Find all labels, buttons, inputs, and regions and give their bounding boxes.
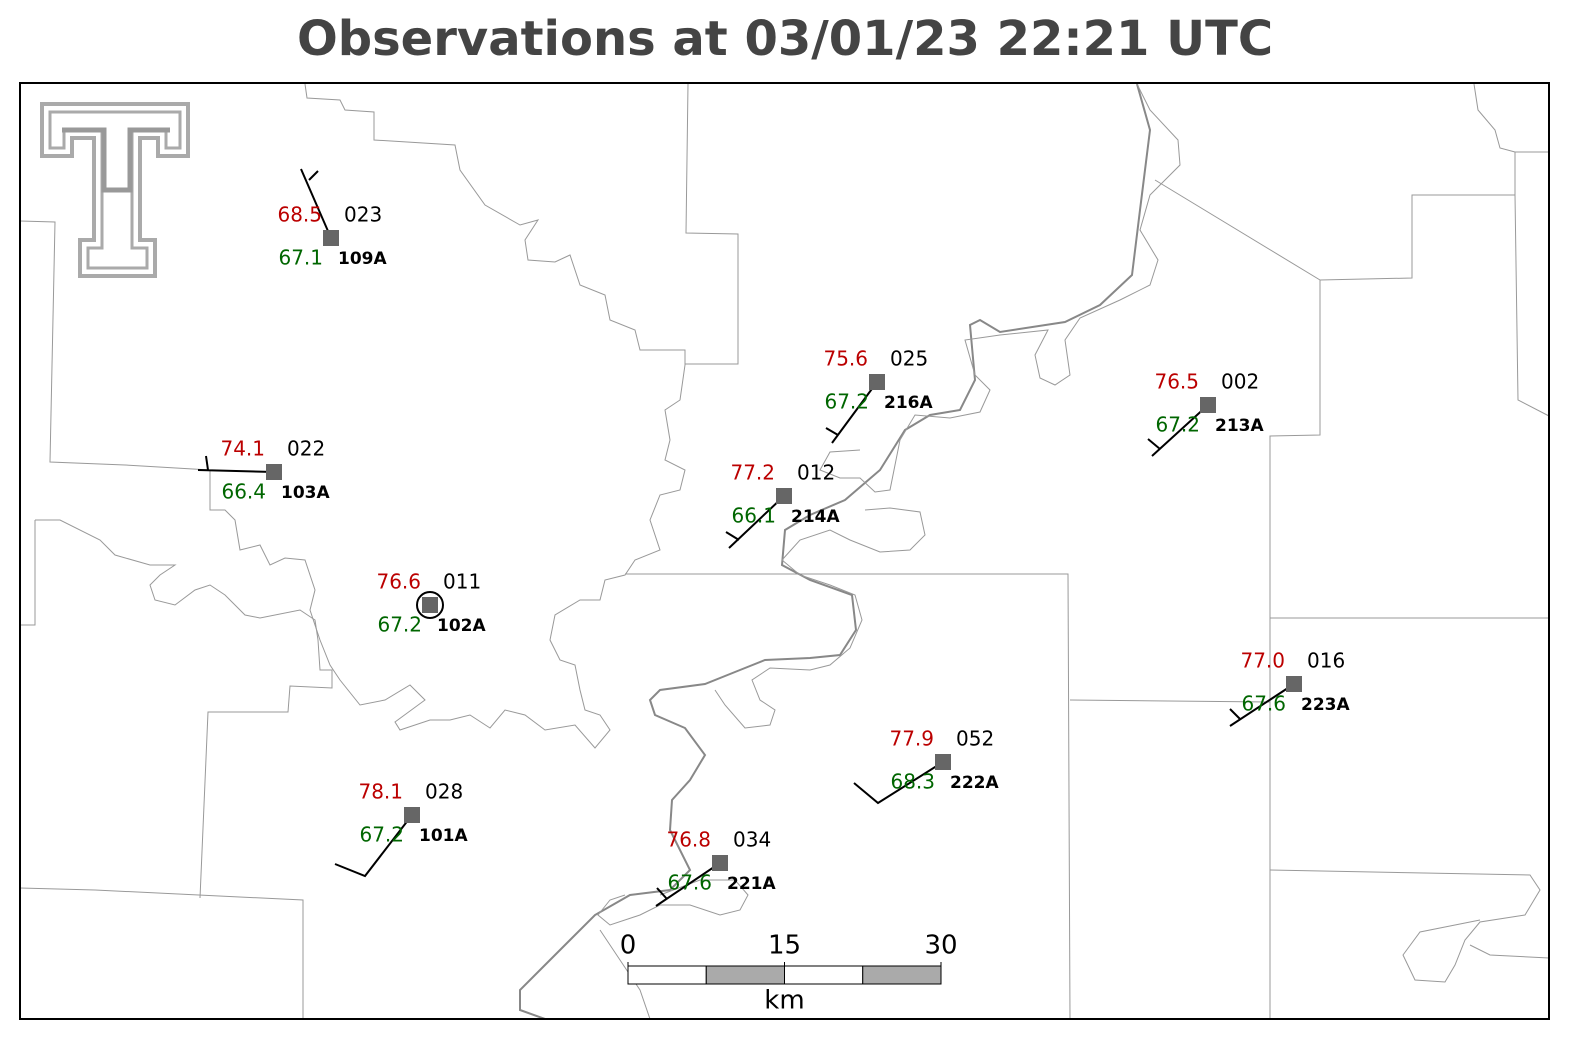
dewpoint: 67.2 bbox=[1155, 413, 1200, 437]
station-id: 102A bbox=[437, 616, 486, 636]
station-id: 222A bbox=[950, 773, 999, 793]
title: Observations at 03/01/23 22:21 UTC bbox=[297, 11, 1273, 67]
station: 74.1 022 66.4 103A bbox=[220, 437, 330, 504]
temperature: 74.1 bbox=[220, 437, 265, 461]
station: 76.8 034 67.6 221A bbox=[666, 828, 776, 895]
temperature: 76.6 bbox=[376, 570, 421, 594]
station-marker bbox=[869, 374, 885, 390]
dewpoint: 66.1 bbox=[731, 504, 776, 528]
temperature: 77.9 bbox=[889, 727, 934, 751]
pressure: 011 bbox=[443, 570, 481, 594]
station-id: 214A bbox=[791, 507, 840, 527]
pressure: 023 bbox=[344, 203, 382, 227]
dewpoint: 67.2 bbox=[824, 390, 869, 414]
dewpoint: 67.2 bbox=[377, 613, 422, 637]
station-id: 213A bbox=[1215, 416, 1264, 436]
station-id: 216A bbox=[884, 393, 933, 413]
scale-segment bbox=[784, 965, 864, 985]
scale-segment bbox=[627, 965, 707, 985]
pressure: 022 bbox=[287, 437, 325, 461]
dewpoint: 68.3 bbox=[890, 770, 935, 794]
station: 77.0 016 67.6 223A bbox=[1240, 649, 1350, 716]
scale-label: 15 bbox=[768, 931, 801, 961]
station: 68.5 023 67.1 109A bbox=[277, 203, 387, 270]
scale-unit: km bbox=[764, 986, 804, 1016]
scale-segment bbox=[705, 965, 785, 985]
scale-bar: 0 15 30 km bbox=[620, 931, 958, 1016]
station-id: 103A bbox=[281, 483, 330, 503]
logo bbox=[40, 102, 190, 278]
station-id: 223A bbox=[1301, 695, 1350, 715]
station-marker bbox=[776, 488, 792, 504]
map-frame bbox=[19, 82, 1550, 1020]
station: 77.2 012 66.1 214A bbox=[730, 461, 840, 528]
station-marker bbox=[935, 754, 951, 770]
pressure: 025 bbox=[890, 347, 928, 371]
station-id: 101A bbox=[419, 826, 468, 846]
temperature: 76.8 bbox=[666, 828, 711, 852]
dewpoint: 67.1 bbox=[278, 246, 323, 270]
scale-label: 0 bbox=[620, 931, 637, 961]
station-marker bbox=[712, 855, 728, 871]
station-marker bbox=[323, 230, 339, 246]
station-marker bbox=[422, 597, 438, 613]
station: 77.9 052 68.3 222A bbox=[889, 727, 999, 794]
station-id: 221A bbox=[727, 874, 776, 894]
scale-segment bbox=[862, 965, 942, 985]
station: 75.6 025 67.2 216A bbox=[823, 347, 933, 414]
pressure: 028 bbox=[425, 780, 463, 804]
temperature: 77.2 bbox=[730, 461, 775, 485]
temperature: 78.1 bbox=[358, 780, 403, 804]
pressure: 034 bbox=[733, 828, 771, 852]
pressure: 052 bbox=[956, 727, 994, 751]
pressure: 002 bbox=[1221, 370, 1259, 394]
temperature: 76.5 bbox=[1154, 370, 1199, 394]
station-marker bbox=[1200, 397, 1216, 413]
station: 76.5 002 67.2 213A bbox=[1154, 370, 1264, 437]
dewpoint: 67.2 bbox=[359, 823, 404, 847]
station: 76.6 011 67.2 102A bbox=[376, 570, 486, 637]
wind-barbs bbox=[197, 168, 1295, 907]
station-id: 109A bbox=[338, 249, 387, 269]
pressure: 012 bbox=[797, 461, 835, 485]
dewpoint: 67.6 bbox=[667, 871, 712, 895]
pressure: 016 bbox=[1307, 649, 1345, 673]
scale-label: 30 bbox=[924, 931, 957, 961]
station: 78.1 028 67.2 101A bbox=[358, 780, 468, 847]
temperature: 77.0 bbox=[1240, 649, 1285, 673]
dewpoint: 67.6 bbox=[1241, 692, 1286, 716]
station-marker bbox=[1286, 676, 1302, 692]
temperature: 75.6 bbox=[823, 347, 868, 371]
boundaries bbox=[19, 83, 1550, 1020]
station-marker bbox=[266, 464, 282, 480]
temperature: 68.5 bbox=[277, 203, 322, 227]
dewpoint: 66.4 bbox=[221, 480, 266, 504]
station-marker bbox=[404, 807, 420, 823]
